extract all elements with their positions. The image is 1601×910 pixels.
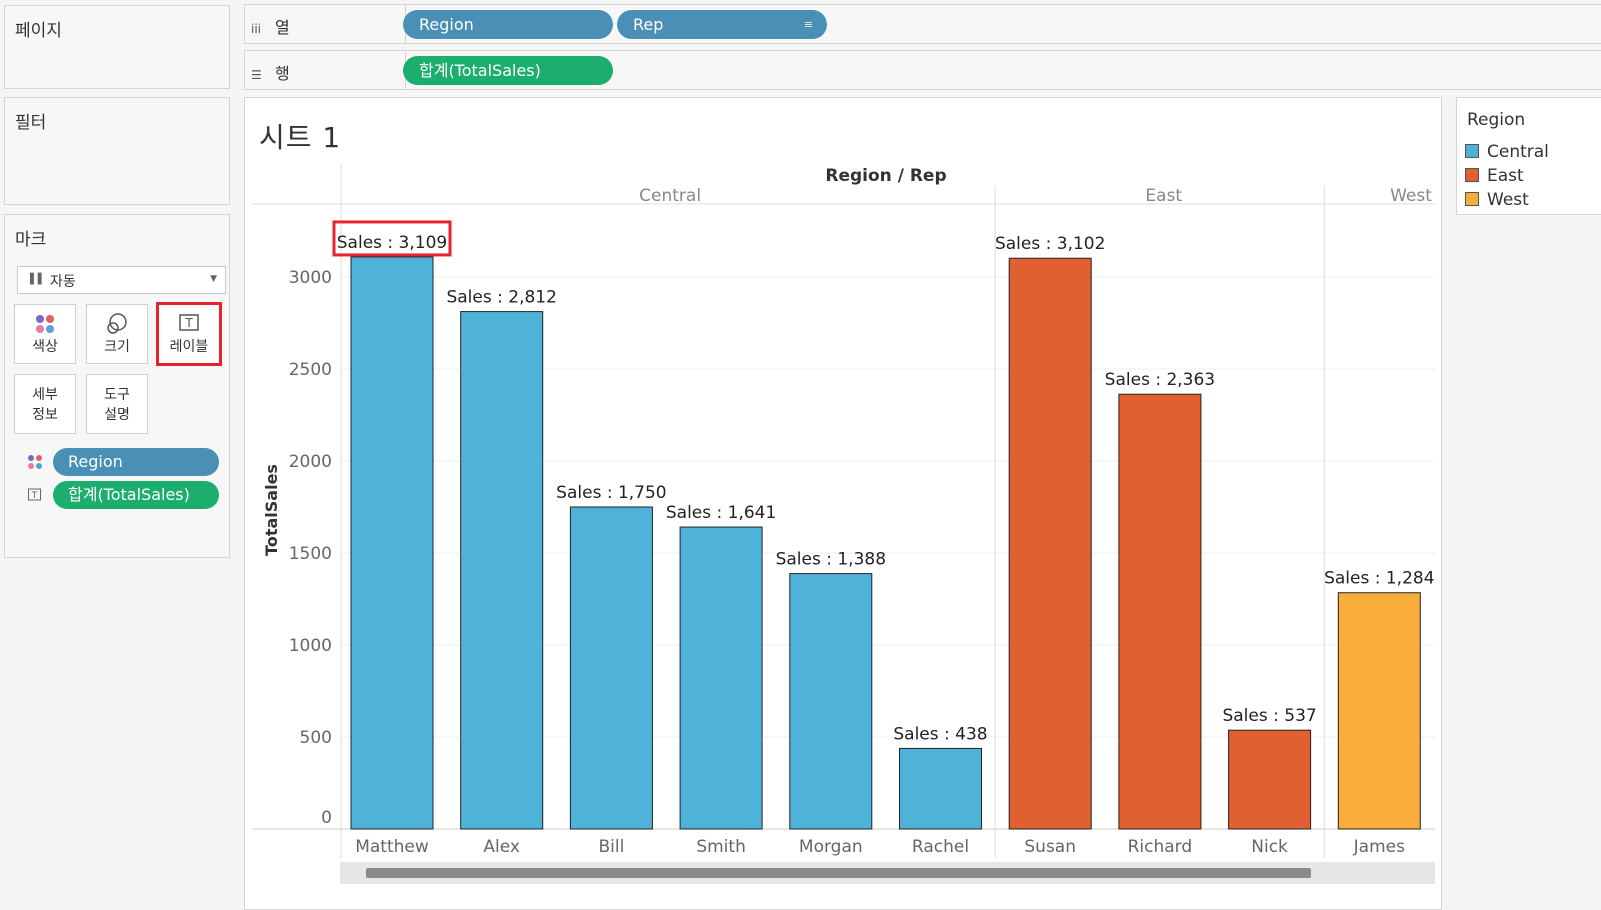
color-dots-icon — [15, 313, 75, 335]
columns-shelf[interactable]: iii 열 Region Rep ≡ — [244, 4, 1601, 44]
columns-icon: iii — [251, 22, 262, 36]
label-button-label: 레이블 — [169, 339, 209, 355]
tooltip-label-line1: 도구 — [104, 387, 130, 403]
size-button[interactable]: 크기 — [86, 304, 148, 364]
color-legend: Region Central East West — [1456, 97, 1601, 215]
tooltip-button-label: 도구 설명 — [87, 385, 147, 425]
detail-button-label: 세부 정보 — [15, 385, 75, 425]
legend-swatch-east — [1465, 168, 1479, 182]
mark-type-dropdown[interactable]: ▌▌ 자동 ▼ — [17, 266, 226, 294]
mark-field-region[interactable]: Region — [53, 448, 219, 476]
label-button[interactable]: T 레이블 — [156, 302, 222, 366]
mark-type-value: 자동 — [50, 274, 76, 290]
chevron-down-icon: ▼ — [210, 274, 217, 284]
sheet-title: 시트 1 — [259, 121, 342, 154]
legend-swatch-central — [1465, 144, 1479, 158]
size-circles-icon — [87, 313, 147, 335]
columns-shelf-label: iii 열 — [251, 14, 411, 37]
legend-label-east: East — [1487, 166, 1524, 186]
detail-label-line2: 정보 — [32, 407, 58, 423]
legend-label-west: West — [1487, 190, 1529, 210]
legend-item-east[interactable]: East — [1465, 166, 1524, 186]
detail-label-line1: 세부 — [32, 387, 58, 403]
legend-swatch-west — [1465, 192, 1479, 206]
text-label-icon: T — [159, 313, 219, 335]
rows-pill-totalsales[interactable]: 합계(TotalSales) — [403, 56, 613, 85]
legend-item-central[interactable]: Central — [1465, 142, 1549, 162]
detail-button[interactable]: 세부 정보 — [14, 374, 76, 434]
filters-title: 필터 — [15, 113, 47, 133]
color-button-label: 색상 — [32, 339, 58, 355]
color-button[interactable]: 색상 — [14, 304, 76, 364]
filters-panel[interactable]: 필터 — [4, 97, 230, 205]
mark-field-totalsales[interactable]: 합계(TotalSales) — [53, 481, 219, 509]
svg-text:T: T — [184, 316, 193, 330]
legend-item-west[interactable]: West — [1465, 190, 1529, 210]
rep-pill-label: Rep — [633, 15, 664, 34]
size-button-label: 크기 — [104, 339, 130, 355]
horizontal-scrollbar-thumb[interactable] — [366, 868, 1311, 878]
sort-descending-icon: ≡ — [803, 18, 813, 31]
rows-shelf-label: ☰ 행 — [251, 60, 411, 83]
color-dots-icon — [27, 454, 43, 470]
text-label-icon: T — [27, 487, 43, 503]
marks-panel: 마크 ▌▌ 자동 ▼ 색상 크기 T 레이블 세부 정보 도구 설명 — [4, 214, 230, 558]
tooltip-label-line2: 설명 — [104, 407, 130, 423]
tooltip-button[interactable]: 도구 설명 — [86, 374, 148, 434]
columns-label-text: 열 — [275, 18, 290, 37]
rows-shelf[interactable]: ☰ 행 합계(TotalSales) — [244, 50, 1601, 90]
worksheet-view: 시트 1 — [244, 97, 1442, 910]
pages-title: 페이지 — [15, 21, 62, 41]
pages-panel: 페이지 — [4, 5, 230, 89]
marks-title: 마크 — [15, 230, 47, 250]
rows-icon: ☰ — [251, 68, 262, 82]
bar-chart-icon: ▌▌ — [30, 274, 46, 285]
rows-label-text: 행 — [275, 64, 290, 83]
columns-pill-region[interactable]: Region — [403, 10, 613, 39]
svg-text:T: T — [31, 491, 38, 501]
legend-title: Region — [1467, 110, 1526, 130]
legend-label-central: Central — [1487, 142, 1549, 162]
columns-pill-rep[interactable]: Rep ≡ — [617, 10, 827, 39]
